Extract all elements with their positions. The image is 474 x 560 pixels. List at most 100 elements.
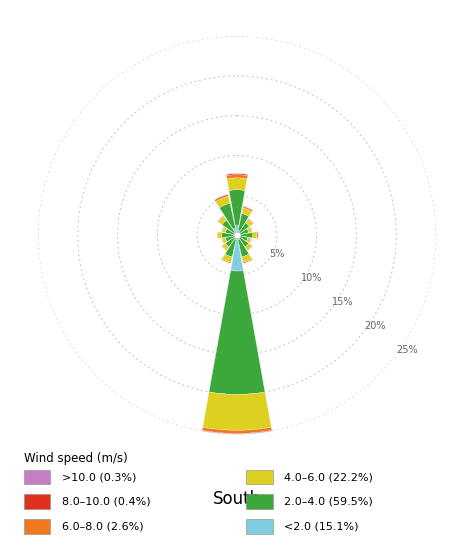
Bar	[222, 238, 227, 244]
Bar	[239, 236, 248, 241]
Bar	[250, 227, 253, 232]
FancyBboxPatch shape	[246, 470, 273, 484]
FancyBboxPatch shape	[24, 519, 50, 534]
Bar	[234, 235, 237, 238]
Bar	[238, 213, 249, 231]
Bar	[247, 227, 252, 232]
Bar	[221, 227, 224, 232]
Text: 2.0–4.0 (59.5%): 2.0–4.0 (59.5%)	[284, 497, 373, 507]
Bar	[251, 226, 253, 232]
Bar	[226, 174, 248, 176]
Bar	[248, 246, 253, 251]
Bar	[219, 203, 236, 229]
Bar	[249, 238, 252, 244]
Bar	[248, 218, 254, 224]
Bar	[227, 175, 247, 179]
Bar	[237, 231, 239, 235]
Bar	[248, 246, 253, 251]
Bar	[221, 246, 227, 251]
Bar	[218, 232, 222, 239]
Bar	[221, 259, 231, 264]
Bar	[221, 239, 224, 244]
Bar	[237, 235, 239, 240]
Bar	[221, 239, 223, 244]
Bar	[243, 207, 253, 212]
Bar	[216, 197, 230, 208]
Bar	[242, 208, 252, 216]
Bar	[244, 206, 253, 210]
Text: >10.0 (0.3%): >10.0 (0.3%)	[62, 472, 136, 482]
Bar	[253, 232, 257, 239]
Bar	[235, 234, 237, 235]
Bar	[221, 260, 231, 264]
FancyBboxPatch shape	[246, 519, 273, 534]
Text: South: South	[213, 490, 261, 508]
FancyBboxPatch shape	[246, 494, 273, 509]
Bar	[237, 235, 240, 236]
Bar	[214, 194, 228, 200]
Bar	[240, 232, 253, 238]
Text: 8.0–10.0 (0.4%): 8.0–10.0 (0.4%)	[62, 497, 150, 507]
Bar	[225, 239, 236, 257]
Bar	[209, 270, 265, 394]
Bar	[249, 218, 254, 223]
Bar	[221, 260, 231, 264]
Bar	[237, 235, 240, 238]
Bar	[243, 260, 253, 264]
Bar	[243, 260, 253, 264]
Bar	[222, 220, 235, 233]
Bar	[247, 246, 253, 251]
Bar	[256, 231, 258, 239]
Bar	[217, 216, 223, 221]
Bar	[203, 392, 271, 430]
Bar	[214, 194, 228, 200]
Text: 6.0–8.0 (2.6%): 6.0–8.0 (2.6%)	[62, 521, 143, 531]
Bar	[246, 237, 251, 243]
Bar	[234, 232, 237, 235]
Bar	[225, 229, 235, 235]
Bar	[222, 244, 229, 250]
Bar	[250, 227, 253, 232]
Bar	[250, 239, 252, 244]
Bar	[227, 178, 247, 190]
Bar	[222, 227, 227, 232]
Bar	[225, 237, 235, 247]
Bar	[243, 259, 253, 264]
Bar	[202, 431, 272, 434]
Bar	[233, 228, 237, 235]
FancyBboxPatch shape	[24, 470, 50, 484]
Bar	[217, 232, 218, 239]
Bar	[229, 190, 245, 226]
Bar	[234, 235, 237, 236]
Text: 4.0–6.0 (22.2%): 4.0–6.0 (22.2%)	[284, 472, 374, 482]
Bar	[237, 235, 239, 236]
Bar	[237, 234, 239, 235]
Bar	[202, 431, 272, 435]
Bar	[243, 206, 253, 211]
Bar	[239, 229, 249, 235]
Bar	[222, 254, 232, 263]
Bar	[221, 226, 223, 232]
Bar	[221, 227, 224, 232]
Bar	[218, 216, 224, 222]
FancyBboxPatch shape	[24, 494, 50, 509]
Bar	[202, 427, 272, 433]
Bar	[235, 226, 239, 235]
Bar	[217, 216, 223, 222]
Bar	[226, 173, 248, 175]
Bar	[239, 237, 249, 247]
Bar	[242, 254, 252, 263]
Bar	[219, 217, 227, 225]
Bar	[225, 236, 235, 241]
Bar	[238, 239, 249, 257]
Bar	[221, 239, 224, 244]
Text: Wind speed (m/s): Wind speed (m/s)	[24, 452, 128, 465]
Bar	[222, 232, 234, 238]
Bar	[221, 246, 226, 251]
Bar	[221, 246, 226, 251]
Bar	[250, 239, 252, 244]
Bar	[214, 194, 228, 202]
Bar	[246, 220, 253, 227]
Bar	[235, 235, 237, 240]
Text: <2.0 (15.1%): <2.0 (15.1%)	[284, 521, 359, 531]
